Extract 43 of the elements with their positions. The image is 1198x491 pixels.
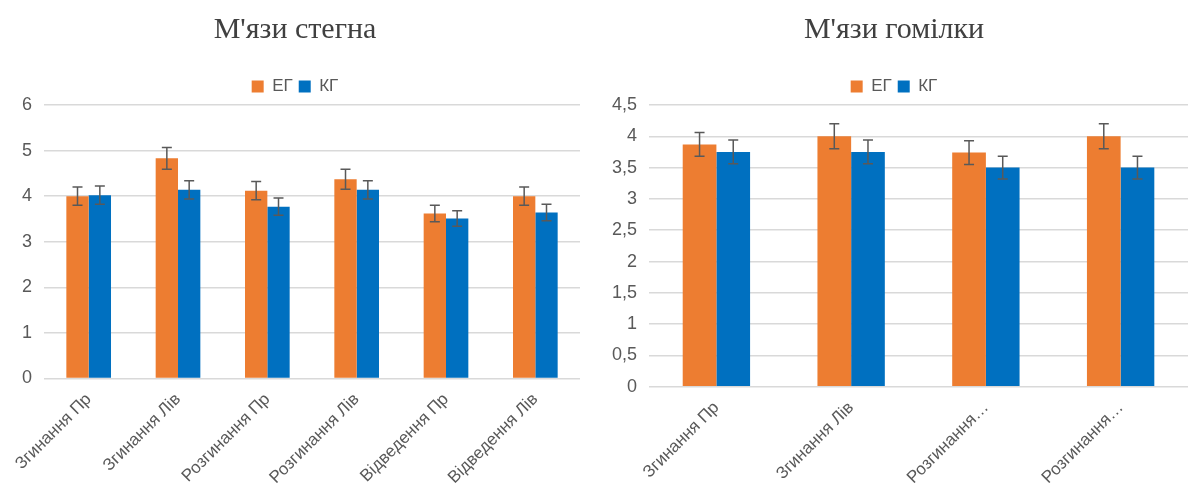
bar — [245, 190, 268, 378]
bar — [682, 144, 717, 387]
legend-label: ЕГ — [272, 76, 293, 96]
bar — [88, 195, 112, 378]
bar — [66, 196, 89, 378]
y-tick-label: 2 — [22, 276, 33, 297]
y-tick-label: 1 — [22, 321, 33, 342]
bar — [178, 189, 201, 378]
legend-label: КГ — [319, 76, 339, 96]
bar — [446, 218, 469, 378]
bar — [1120, 167, 1155, 387]
bar — [334, 179, 357, 378]
y-tick-label: 1 — [627, 313, 638, 334]
y-tick-label: 4 — [627, 125, 638, 146]
bar — [535, 212, 558, 378]
bar — [513, 196, 536, 378]
y-tick-label: 4 — [22, 185, 33, 206]
bar — [817, 136, 852, 387]
bar — [356, 189, 379, 378]
y-tick-label: 3 — [22, 230, 33, 251]
bar — [985, 167, 1020, 387]
y-tick-label: 4,5 — [611, 93, 638, 114]
bar — [155, 158, 179, 378]
legend-label: ЕГ — [871, 76, 892, 96]
bar — [851, 151, 885, 387]
legend-label: КГ — [918, 76, 938, 96]
bar — [952, 152, 986, 387]
y-tick-label: 3,5 — [611, 156, 638, 177]
y-tick-label: 0 — [22, 367, 33, 388]
y-tick-label: 1,5 — [611, 281, 638, 302]
chart-title: М'язи стегна — [213, 10, 377, 44]
y-tick-label: 5 — [22, 139, 33, 160]
y-tick-label: 0 — [627, 375, 638, 396]
bar — [423, 213, 446, 378]
y-tick-label: 6 — [22, 93, 33, 114]
y-tick-label: 2 — [627, 250, 638, 271]
bar — [1086, 136, 1121, 387]
y-tick-label: 2,5 — [611, 219, 638, 240]
bar — [716, 151, 751, 387]
bar — [267, 206, 290, 378]
chart-title: М'язи гомілки — [803, 10, 985, 44]
y-tick-label: 3 — [627, 187, 638, 208]
y-tick-label: 0,5 — [611, 344, 638, 365]
